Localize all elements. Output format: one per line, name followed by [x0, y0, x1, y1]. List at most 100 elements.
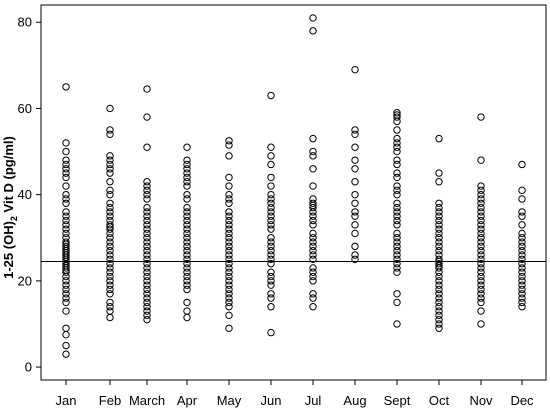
data-point: [309, 208, 317, 216]
data-point: [106, 229, 114, 238]
data-point: [225, 190, 233, 199]
data-point: [143, 238, 151, 246]
data-point: [106, 268, 114, 276]
y-tick-label: 0: [25, 360, 32, 375]
data-point: [225, 251, 233, 259]
data-point: [106, 303, 114, 311]
data-point: [183, 246, 191, 255]
data-point: [477, 294, 485, 302]
data-point: [143, 234, 151, 242]
data-point: [477, 307, 485, 315]
data-point: [393, 212, 401, 220]
y-tick-label: 80: [18, 15, 32, 30]
data-point: [62, 83, 70, 91]
data-point: [309, 303, 317, 311]
x-tick-label: Oct: [429, 393, 450, 408]
data-point: [477, 216, 485, 225]
data-point: [477, 264, 485, 272]
data-point: [106, 225, 114, 233]
data-point: [477, 225, 485, 233]
data-point: [351, 255, 359, 264]
data-point: [225, 242, 233, 251]
data-point: [183, 264, 191, 272]
data-point: [518, 277, 526, 285]
data-point: [267, 294, 275, 302]
data-point: [225, 298, 233, 307]
data-point: [518, 298, 526, 307]
data-point: [62, 307, 70, 315]
data-point: [183, 238, 191, 246]
data-point: [143, 212, 151, 220]
data-point: [225, 272, 233, 281]
data-point: [62, 350, 70, 358]
x-tick-label: Jan: [56, 393, 77, 408]
data-point: [225, 285, 233, 294]
data-point: [62, 147, 70, 156]
data-point: [309, 14, 317, 22]
data-point: [183, 255, 191, 264]
data-point: [225, 182, 233, 190]
data-point: [62, 212, 70, 220]
data-point: [309, 255, 317, 264]
data-point: [477, 290, 485, 298]
data-point: [435, 203, 443, 212]
data-point: [106, 169, 114, 177]
data-point: [225, 141, 233, 149]
data-point: [518, 229, 526, 238]
data-point: [309, 294, 317, 302]
data-point: [435, 285, 443, 294]
data-point: [393, 109, 401, 117]
data-point: [518, 264, 526, 272]
y-tick-label: 60: [18, 101, 32, 116]
data-point: [183, 173, 191, 182]
data-point: [518, 285, 526, 294]
x-tick-label: Feb: [99, 393, 121, 408]
data-point: [143, 208, 151, 216]
data-point: [62, 139, 70, 147]
data-point: [143, 268, 151, 276]
data-point: [106, 126, 114, 134]
data-point: [106, 190, 114, 199]
data-point: [183, 277, 191, 285]
data-point: [106, 255, 114, 264]
data-point: [351, 212, 359, 220]
data-point: [309, 212, 317, 220]
data-point: [518, 238, 526, 246]
data-point: [62, 294, 70, 302]
data-point: [477, 156, 485, 164]
y-axis-ticks: 0 20 40 60 80: [18, 15, 41, 375]
data-point: [393, 186, 401, 195]
plot-frame: [40, 4, 547, 381]
data-point: [143, 221, 151, 229]
data-point: [183, 272, 191, 281]
data-point: [477, 234, 485, 242]
data-point: [183, 285, 191, 294]
data-point: [518, 268, 526, 276]
data-point: [225, 229, 233, 238]
data-point: [435, 264, 443, 272]
data-point: [309, 134, 317, 143]
data-point: [309, 272, 317, 281]
data-point: [62, 281, 70, 289]
data-point: [351, 229, 359, 238]
data-point: [393, 169, 401, 177]
data-point: [62, 160, 70, 169]
data-point: [393, 242, 401, 251]
data-point: [267, 234, 275, 242]
data-point: [435, 307, 443, 315]
data-point: [518, 160, 526, 169]
data-point: [393, 251, 401, 259]
x-tick-label: Jul: [305, 393, 322, 408]
y-tick-label: 20: [18, 273, 32, 288]
data-point: [393, 126, 401, 134]
data-point: [225, 311, 233, 320]
data-point: [62, 229, 70, 238]
data-point: [435, 221, 443, 229]
data-point: [267, 246, 275, 255]
data-point: [393, 134, 401, 143]
data-point: [518, 303, 526, 311]
data-point: [518, 246, 526, 255]
data-point: [309, 277, 317, 285]
data-point: [225, 216, 233, 225]
data-point: [393, 221, 401, 229]
